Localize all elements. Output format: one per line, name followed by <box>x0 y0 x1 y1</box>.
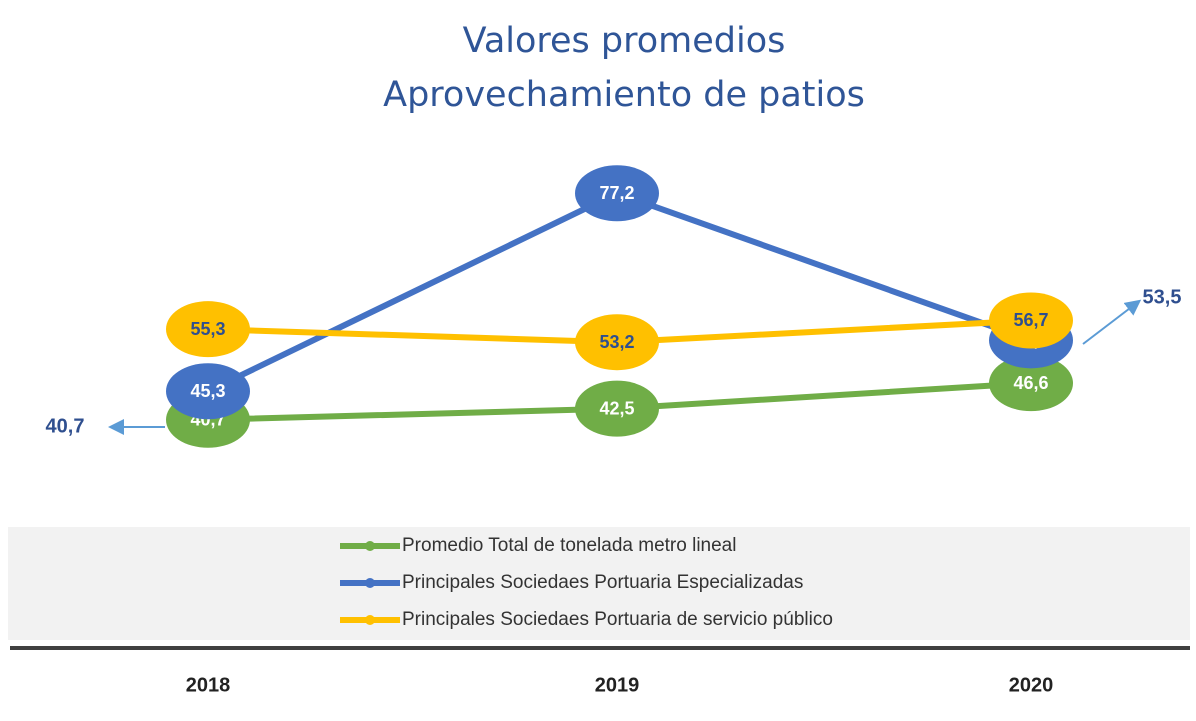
legend-marker <box>365 578 375 588</box>
chart-title: Aprovechamiento de patios <box>383 75 865 115</box>
data-label: 42,5 <box>599 398 634 418</box>
x-tick-label: 2018 <box>186 674 231 696</box>
data-point <box>989 292 1073 349</box>
data-point <box>989 355 1073 412</box>
x-tick-label: 2020 <box>1009 674 1054 696</box>
data-point <box>575 380 659 437</box>
data-point <box>575 165 659 222</box>
data-label: 53,2 <box>599 332 634 352</box>
data-point <box>166 301 250 358</box>
x-tick-label: 2019 <box>595 674 640 696</box>
legend-marker <box>365 615 375 625</box>
callout-label: 53,5 <box>1143 286 1182 308</box>
data-point <box>575 314 659 371</box>
legend-marker <box>365 541 375 551</box>
legend-label: Principales Sociedaes Portuaria de servi… <box>402 609 833 630</box>
legend-label: Principales Sociedaes Portuaria Especial… <box>402 572 803 593</box>
data-point <box>166 363 250 420</box>
data-label: 45,3 <box>190 381 225 401</box>
legend-label: Promedio Total de tonelada metro lineal <box>402 535 736 556</box>
data-label: 46,6 <box>1013 373 1048 393</box>
legend-box <box>8 527 1190 640</box>
data-label: 55,3 <box>190 319 225 339</box>
callout-arrow <box>1082 299 1142 345</box>
data-label: 77,2 <box>599 183 634 203</box>
callout-label: 40,7 <box>46 415 85 437</box>
data-label: 56,7 <box>1013 310 1048 330</box>
chart-title: Valores promedios <box>463 21 786 61</box>
